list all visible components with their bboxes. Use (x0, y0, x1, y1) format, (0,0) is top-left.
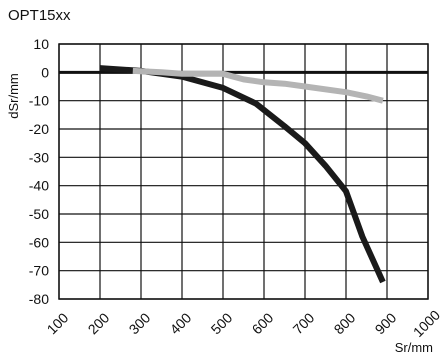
x-tick-label-3: 400 (167, 309, 195, 337)
y-axis-label: dSr/mm (6, 73, 21, 119)
x-tick-label-7: 800 (331, 309, 359, 337)
y-tick-labels: 10 0 -10 -20 -30 -40 -50 -60 -70 -80 (29, 36, 49, 307)
x-tick-label-4: 500 (208, 309, 236, 337)
x-tick-label-1: 200 (85, 309, 113, 337)
y-tick-label-1: 0 (41, 64, 49, 80)
y-tick-label-3: -20 (29, 121, 49, 137)
x-tick-label-6: 700 (290, 309, 318, 337)
y-tick-label-8: -70 (29, 263, 49, 279)
y-tick-label-6: -50 (29, 206, 49, 222)
y-tick-label-5: -40 (29, 178, 49, 194)
chart-title: OPT15xx (8, 7, 71, 24)
y-tick-label-7: -60 (29, 234, 49, 250)
plot-frame (58, 43, 429, 300)
series-lines (99, 65, 386, 284)
series-line-1 (132, 67, 384, 104)
x-tick-label-0: 100 (44, 309, 72, 337)
x-tick-label-9: 1000 (410, 307, 441, 340)
x-tick-label-8: 900 (372, 309, 400, 337)
x-tick-labels: 100 200 300 400 500 600 700 800 900 1000 (44, 307, 441, 340)
y-tick-label-9: -80 (29, 291, 49, 307)
x-tick-label-5: 600 (249, 309, 277, 337)
y-tick-label-0: 10 (33, 36, 49, 52)
y-tick-label-4: -30 (29, 149, 49, 165)
y-tick-label-2: -10 (29, 93, 49, 109)
x-tick-label-2: 300 (126, 309, 154, 337)
x-axis-label: Sr/mm (395, 340, 433, 355)
